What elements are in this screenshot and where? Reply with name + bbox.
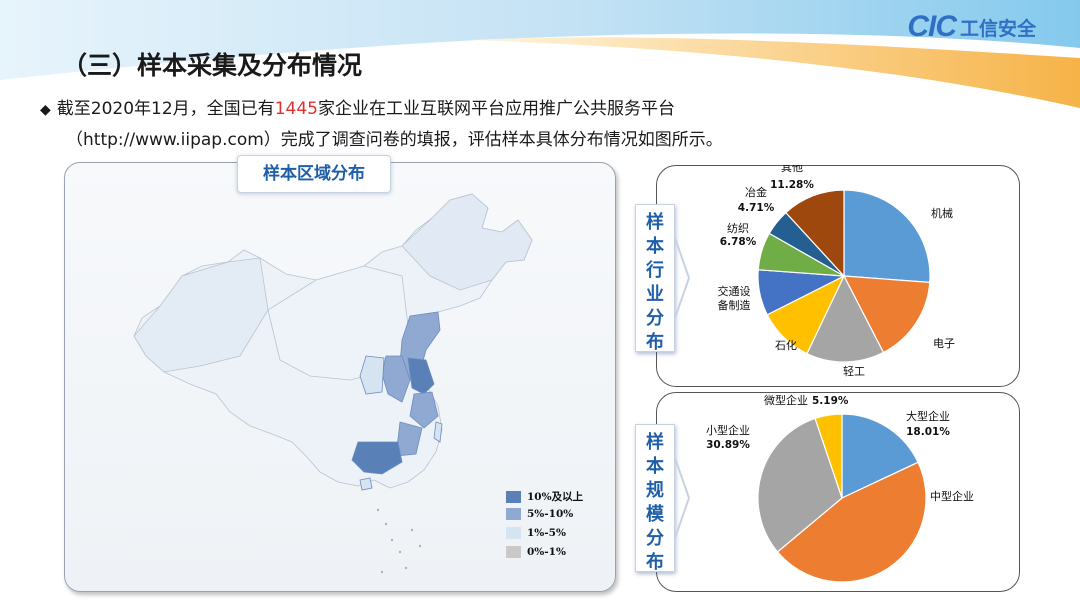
- slice-label: 冶金: [745, 185, 767, 199]
- region-guangdong: [351, 441, 403, 475]
- region-taiwan: [433, 421, 443, 443]
- header-band: [0, 0, 1080, 108]
- pie-slice: [814, 413, 843, 499]
- industry-vertical-title-text: 样本行业分布: [646, 212, 664, 353]
- industry-vertical-title: 样本行业分布: [635, 204, 675, 353]
- slice-label: 机械: [931, 206, 953, 220]
- legend-label: 5%-10%: [527, 508, 574, 520]
- pie-slice: [785, 189, 845, 278]
- slice-label: 交通设备制造: [718, 284, 751, 312]
- company-logo: CIC 工信安全: [907, 10, 1036, 43]
- slice-label: 轻工: [843, 364, 865, 378]
- pie-slice: [841, 413, 919, 499]
- intro-text: ◆ 截至2020年12月，全国已有1445家企业在工业互联网平台应用推广公共服务平…: [40, 94, 1040, 155]
- region-hainan: [359, 477, 373, 491]
- legend-label: 1%-5%: [527, 527, 566, 539]
- slice-label: 其他: [781, 165, 803, 174]
- legend-swatch: [506, 546, 521, 558]
- pie-slice: [776, 461, 927, 583]
- slice-label: 小型企业: [706, 423, 750, 437]
- legend-item: 5%-10%: [506, 508, 573, 520]
- legend-swatch: [506, 527, 521, 539]
- legend-label: 0%-1%: [527, 546, 566, 558]
- logo-text: 工信安全: [959, 17, 1036, 40]
- legend-item: 1%-5%: [506, 527, 566, 539]
- intro-highlight: 1445: [274, 99, 318, 119]
- industry-arrow-icon: [675, 238, 691, 318]
- region-jiangsu: [407, 357, 435, 395]
- pie-slice: [757, 417, 843, 553]
- map-regions: [133, 193, 533, 489]
- slice-label: 大型企业: [906, 409, 950, 423]
- legend-swatch: [506, 490, 521, 503]
- map-northeast: [401, 193, 533, 291]
- map-chart-title: 样本区域分布: [237, 155, 391, 193]
- slice-value-label: 18.01%: [906, 426, 950, 438]
- slice-value-label: 6.78%: [720, 236, 757, 248]
- pie-slice: [842, 275, 931, 354]
- slice-label: 石化: [775, 338, 797, 352]
- china-map: [133, 193, 533, 574]
- slice-value-label: 5.19%: [812, 395, 849, 407]
- region-henan-hubei: [359, 355, 385, 395]
- legend-swatch: [506, 508, 521, 520]
- slice-value-label: 11.28%: [770, 179, 814, 191]
- slice-value-label: 4.71%: [738, 202, 775, 214]
- pie-slice: [843, 189, 931, 284]
- pie-slice: [806, 274, 885, 363]
- intro-after: 家企业在工业互联网平台应用推广公共服务平台: [317, 99, 675, 119]
- size-vertical-title-text: 样本规模分布: [646, 432, 664, 573]
- legend-item: 0%-1%: [506, 546, 566, 558]
- slice-label: 中型企业: [930, 489, 974, 503]
- diamond-bullet-icon: ◆: [40, 102, 51, 118]
- page-title: （三）样本采集及分布情况: [62, 51, 363, 80]
- slice-value-label: 30.89%: [706, 439, 750, 451]
- south-sea-islands: [376, 508, 422, 574]
- intro-line2: （http://www.iipap.com）完成了调查问卷的填报，评估样本具体分…: [66, 130, 723, 150]
- map-highlight-regions: [351, 311, 443, 491]
- intro-before: 截至2020年12月，全国已有: [56, 99, 275, 119]
- size-pie-chart: 大型企业 18.01% 中型企业 小型企业 30.89% 微型企业 5.19%: [706, 393, 974, 583]
- slice-label: 纺织: [727, 221, 749, 235]
- size-vertical-title: 样本规模分布: [635, 424, 675, 573]
- slice-label: 微型企业: [764, 393, 808, 407]
- legend-item: 10%及以上: [506, 489, 583, 504]
- legend-label: 10%及以上: [527, 491, 584, 503]
- region-zhejiang: [409, 391, 439, 429]
- slice-label: 电子: [933, 337, 955, 350]
- logo-mark: CIC: [907, 10, 957, 43]
- size-arrow-icon: [675, 458, 691, 538]
